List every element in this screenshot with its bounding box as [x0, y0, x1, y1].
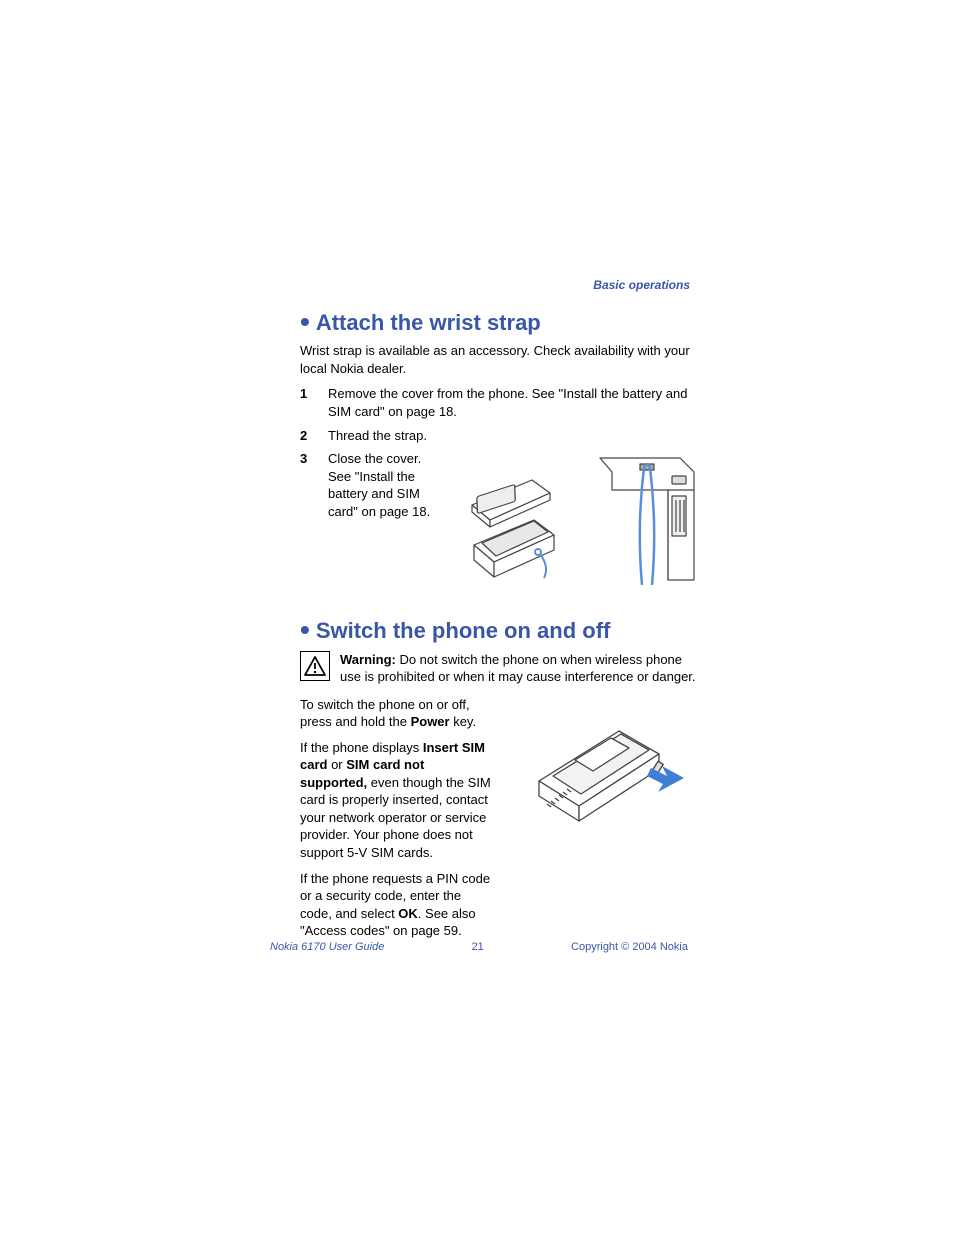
- para-power-key: To switch the phone on or off, press and…: [300, 696, 495, 731]
- arrow-icon: [647, 766, 684, 792]
- content-column: Basic operations •Attach the wrist strap…: [300, 278, 700, 948]
- step-3: Close the cover. See "Install the batter…: [300, 450, 700, 590]
- warning-label: Warning:: [340, 652, 396, 667]
- step-2: Thread the strap.: [300, 427, 700, 445]
- heading-switch-phone: •Switch the phone on and off: [300, 618, 700, 644]
- warning-block: Warning: Do not switch the phone on when…: [300, 651, 700, 686]
- footer-guide-title: Nokia 6170 User Guide: [270, 941, 384, 953]
- power-key-illustration: [509, 696, 689, 851]
- warning-icon: [300, 651, 330, 681]
- intro-paragraph: Wrist strap is available as an accessory…: [300, 342, 700, 377]
- document-page: Basic operations •Attach the wrist strap…: [0, 0, 954, 1235]
- phone-cover-illustration-icon: [454, 450, 574, 590]
- heading-text: Switch the phone on and off: [316, 618, 611, 643]
- running-header: Basic operations: [300, 278, 700, 292]
- warning-text: Warning: Do not switch the phone on when…: [340, 651, 700, 686]
- page-footer: Nokia 6170 User Guide 21 Copyright © 200…: [270, 941, 688, 953]
- steps-list: Remove the cover from the phone. See "In…: [300, 385, 700, 590]
- para-sim-card: If the phone displays Insert SIM card or…: [300, 739, 495, 862]
- step-3-text: Close the cover. See "Install the batter…: [328, 450, 438, 520]
- footer-copyright: Copyright © 2004 Nokia: [571, 941, 688, 953]
- phone-power-illustration-icon: [509, 696, 689, 846]
- strap-closeup-illustration-icon: [590, 450, 700, 590]
- bullet-icon: •: [300, 306, 310, 337]
- wrist-strap-illustrations: [454, 450, 700, 590]
- footer-page-number: 21: [472, 941, 484, 953]
- heading-text: Attach the wrist strap: [316, 310, 541, 335]
- step-1: Remove the cover from the phone. See "In…: [300, 385, 700, 420]
- bullet-icon: •: [300, 614, 310, 645]
- para-pin-code: If the phone requests a PIN code or a se…: [300, 870, 495, 940]
- heading-attach-wrist-strap: •Attach the wrist strap: [300, 310, 700, 336]
